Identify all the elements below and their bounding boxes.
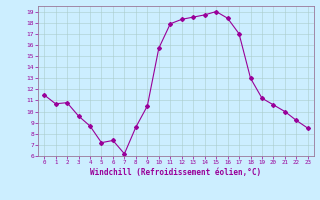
X-axis label: Windchill (Refroidissement éolien,°C): Windchill (Refroidissement éolien,°C) xyxy=(91,168,261,177)
